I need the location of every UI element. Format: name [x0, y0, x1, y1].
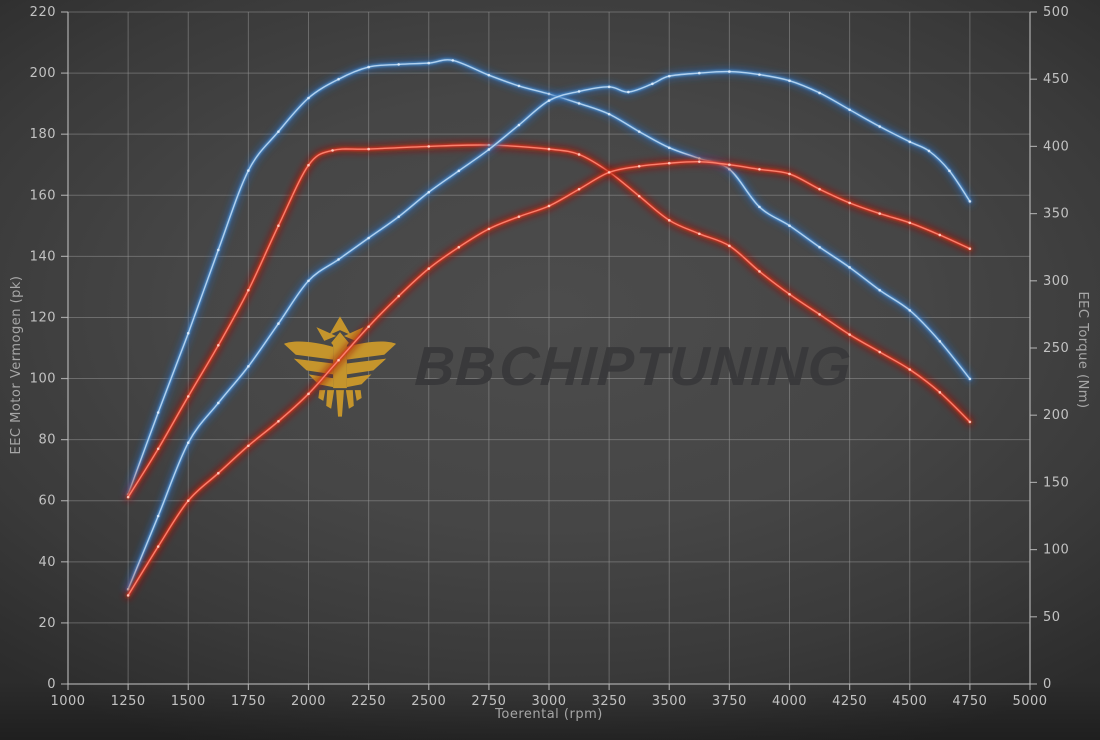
- series-power-tuned-pk: [123, 67, 975, 594]
- x-tick-label: 2000: [291, 694, 326, 709]
- y-right-tick-label: 0: [1043, 677, 1052, 692]
- y-left-tick-label: 20: [38, 616, 56, 631]
- y-left-tick-label: 180: [30, 127, 56, 142]
- y-right-tick-label: 250: [1043, 341, 1069, 356]
- x-tick-label: 5000: [1012, 694, 1047, 709]
- y-left-tick-label: 60: [38, 494, 56, 509]
- y-right-tick-label: 100: [1043, 543, 1069, 558]
- x-tick-label: 1250: [111, 694, 146, 709]
- x-tick-label: 4250: [832, 694, 867, 709]
- grid-lines: [67, 11, 1031, 684]
- y-right-tick-label: 300: [1043, 274, 1069, 289]
- y-right-tick-label: 150: [1043, 475, 1069, 490]
- y-right-tick-label: 500: [1043, 5, 1069, 20]
- axis-titles: Toerental (rpm) EEC Motor Vermogen (pk) EE…: [9, 276, 1090, 723]
- y-left-tick-label: 220: [30, 5, 56, 20]
- x-tick-label: 4000: [772, 694, 807, 709]
- x-tick-label: 3750: [712, 694, 747, 709]
- series-torque-original-nm: [123, 140, 975, 502]
- y-left-tick-label: 120: [30, 310, 56, 325]
- y-left-tick-label: 140: [30, 249, 56, 264]
- x-tick-label: 1750: [231, 694, 266, 709]
- y-left-tick-label: 0: [47, 677, 56, 692]
- x-tick-label: 2750: [471, 694, 506, 709]
- x-tick-label: 4750: [952, 694, 987, 709]
- y-left-tick-label: 200: [30, 66, 56, 81]
- x-tick-label: 3500: [652, 694, 687, 709]
- tick-labels: 1000 1250 1500 1750 2000 2250 2500 2750 3000 3250…: [30, 5, 1069, 709]
- y-left-tick-label: 40: [38, 555, 56, 570]
- y-right-tick-label: 50: [1043, 610, 1061, 625]
- x-tick-label: 2250: [351, 694, 386, 709]
- y-left-tick-label: 100: [30, 372, 56, 387]
- x-tick-label: 1000: [50, 694, 85, 709]
- axis-title-x: Toerental (rpm): [494, 707, 603, 722]
- y-right-tick-label: 350: [1043, 207, 1069, 222]
- series-power-original-pk: [123, 157, 975, 600]
- tick-marks: [61, 11, 1037, 690]
- axis-title-y-right: EEC Torque (Nm): [1075, 291, 1090, 408]
- y-left-tick-label: 160: [30, 188, 56, 203]
- x-tick-label: 3250: [592, 694, 627, 709]
- x-tick-label: 1500: [171, 694, 206, 709]
- x-tick-label: 2500: [411, 694, 446, 709]
- x-tick-label: 4500: [892, 694, 927, 709]
- y-right-tick-label: 450: [1043, 72, 1069, 87]
- axis-title-y-left: EEC Motor Vermogen (pk): [9, 276, 24, 455]
- y-right-tick-label: 400: [1043, 139, 1069, 154]
- x-tick-label: 3000: [531, 694, 566, 709]
- y-left-tick-label: 80: [38, 433, 56, 448]
- series-torque-tuned-nm: [123, 55, 975, 499]
- y-right-tick-label: 200: [1043, 408, 1069, 423]
